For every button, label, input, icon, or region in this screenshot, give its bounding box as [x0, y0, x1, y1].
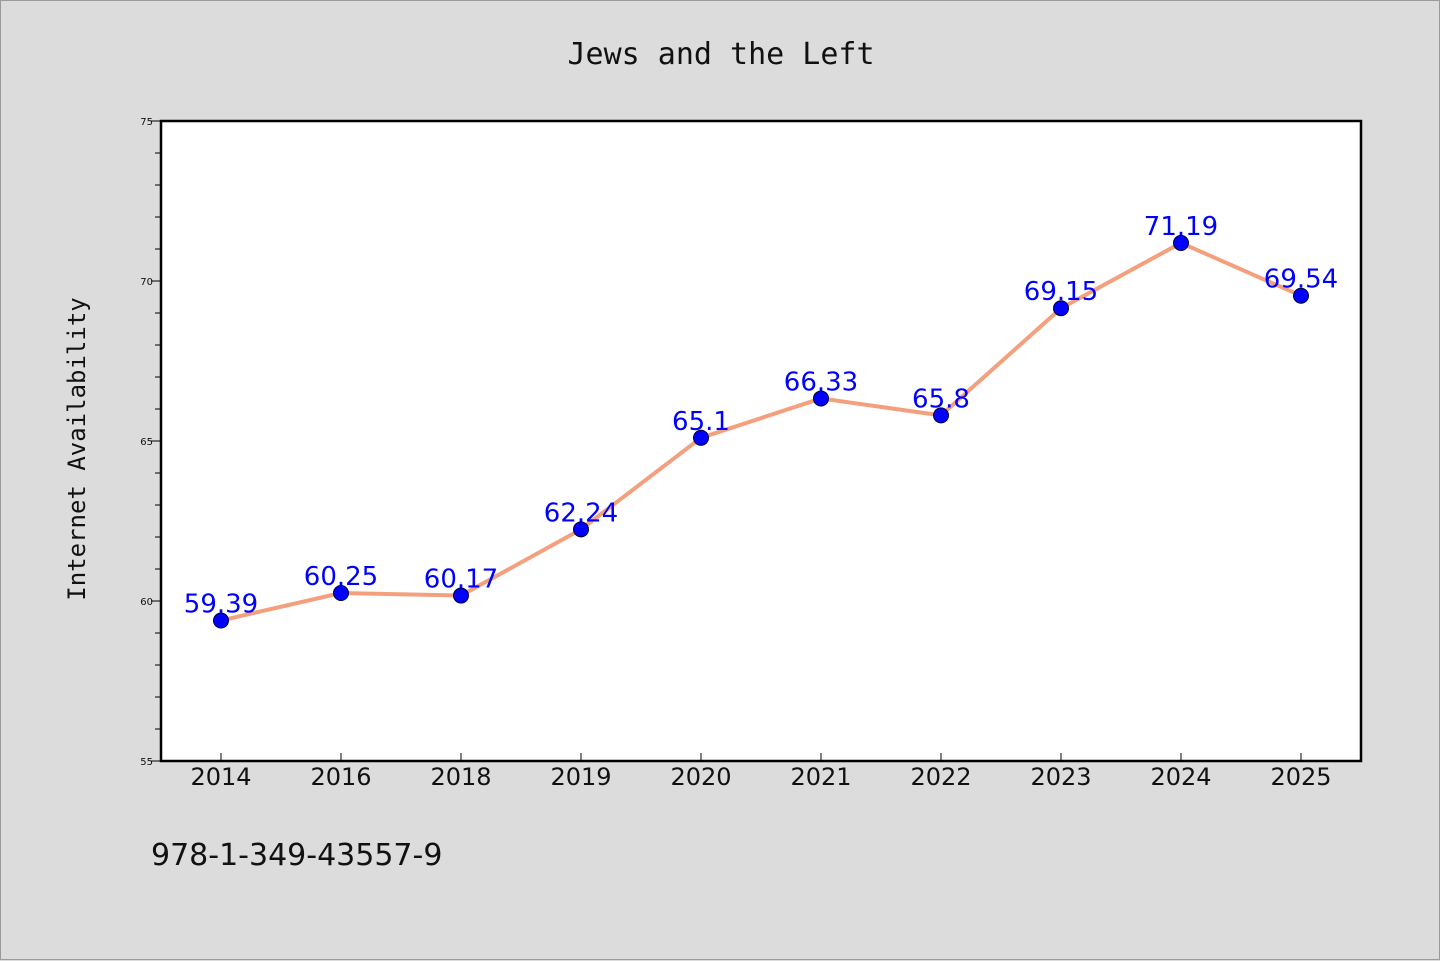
- data-label: 60.25: [304, 562, 378, 592]
- data-label: 66.33: [784, 367, 858, 397]
- data-label: 62.24: [544, 498, 618, 528]
- x-tick-label: 2016: [310, 763, 371, 791]
- data-label: 60.17: [424, 565, 498, 595]
- data-label: 65.1: [672, 407, 730, 437]
- x-tick-label: 2014: [190, 763, 251, 791]
- data-point: [213, 612, 229, 629]
- data-point: [1293, 287, 1309, 304]
- y-tick-label: 65: [140, 437, 153, 448]
- x-tick-label: 2019: [550, 763, 611, 791]
- data-point: [693, 429, 709, 446]
- data-point: [453, 587, 469, 604]
- x-tick-label: 2021: [790, 763, 851, 791]
- x-tick-label: 2022: [910, 763, 971, 791]
- data-point: [1173, 234, 1189, 251]
- x-tick-label: 2024: [1150, 763, 1211, 791]
- plot-area: [159, 119, 1363, 763]
- data-point: [573, 521, 589, 538]
- isbn-text: 978-1-349-43557-9: [151, 838, 442, 873]
- y-tick-label: 75: [140, 117, 153, 128]
- y-tick-label: 60: [140, 597, 153, 608]
- y-tick-label: 55: [140, 757, 153, 768]
- y-axis-label: Internet Availability: [63, 297, 91, 600]
- series-line: [219, 240, 1303, 623]
- series-group: 59.39 60.25 60.17 62.24 65.1 66.33 65.8 69.15 71…: [184, 212, 1338, 629]
- x-tick-label: 2020: [670, 763, 731, 791]
- data-label: 71.19: [1144, 212, 1218, 242]
- y-tick-label: 70: [140, 277, 153, 288]
- data-label: 69.15: [1024, 277, 1098, 307]
- x-tick-label: 2025: [1270, 763, 1331, 791]
- x-axis: 2014 2016 2018 2019 2020 2021 2022 2023 2024 2025: [190, 753, 1332, 791]
- data-point: [813, 390, 829, 407]
- data-point: [1053, 300, 1069, 317]
- x-tick-label: 2023: [1030, 763, 1091, 791]
- data-label: 59.39: [184, 590, 258, 620]
- data-point: [333, 585, 349, 601]
- data-point: [933, 407, 949, 424]
- data-label: 65.8: [912, 384, 970, 414]
- y-axis: 55 60 65 70 75: [140, 117, 161, 768]
- chart-title: Jews and the Left: [567, 37, 874, 72]
- x-tick-label: 2018: [430, 763, 491, 791]
- data-label: 69.54: [1264, 265, 1338, 295]
